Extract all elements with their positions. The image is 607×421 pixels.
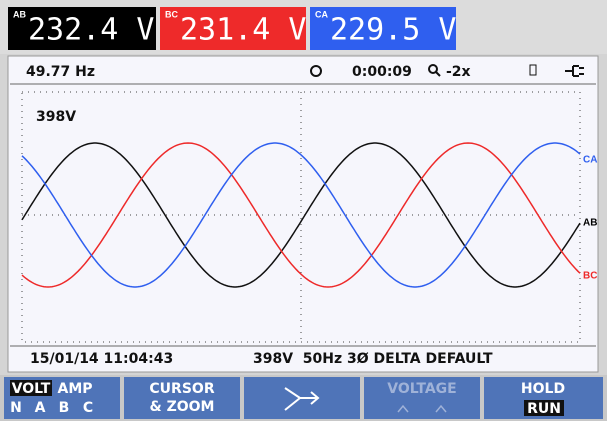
softkey-cursor[interactable]	[124, 377, 240, 419]
softkey-label: VOLT	[12, 381, 51, 397]
scale-label: 398V	[36, 109, 76, 125]
status-icon	[529, 64, 537, 76]
reading: 232.4 V	[28, 13, 154, 48]
softkey-label: AMP	[57, 381, 92, 397]
wave-label-ab: AB	[583, 218, 597, 229]
phase-key: N	[10, 400, 22, 416]
screen-panel	[7, 55, 599, 373]
date-time: 15/01/14 11:04:43	[30, 351, 173, 367]
phase-key: C	[83, 400, 93, 416]
reading: 229.5 V	[330, 13, 456, 48]
phase-label: BC	[165, 9, 178, 19]
softkey-voltage[interactable]	[364, 377, 480, 419]
softkey-label-disabled: VOLTAGE	[387, 381, 456, 397]
zoom-icon-handle	[435, 71, 441, 77]
reading-box-bc	[160, 7, 306, 50]
softkey-label: CURSOR	[149, 381, 214, 397]
softkey-label: & ZOOM	[150, 399, 215, 415]
zoom-icon	[428, 64, 438, 74]
reading-box-ab	[8, 7, 156, 50]
clock-icon	[310, 65, 322, 77]
phase-key: A	[35, 400, 46, 416]
vector-icon	[284, 387, 320, 411]
phase-label: CA	[315, 9, 328, 19]
volt-highlight	[10, 380, 52, 396]
setup-info: 398V 50Hz 3Ø DELTA DEFAULT	[253, 351, 493, 367]
phase-label: AB	[13, 9, 26, 19]
plug-icon	[565, 65, 584, 77]
run-highlight	[524, 400, 564, 416]
plot-border	[21, 91, 581, 343]
wave-label-bc: BC	[583, 271, 597, 282]
reading: 231.4 V	[180, 13, 306, 48]
voltage-icons	[397, 404, 447, 413]
wave-ab	[21, 142, 581, 288]
wave-label-ca: CA	[583, 155, 597, 166]
reading-box-ca	[310, 7, 456, 50]
zoom-level: -2x	[446, 64, 471, 80]
wave-bc	[21, 142, 581, 288]
phase-key: B	[59, 400, 70, 416]
frequency: 49.77 Hz	[26, 64, 95, 80]
elapsed-time: 0:00:09	[352, 64, 412, 80]
softkey-label: HOLD	[521, 381, 565, 397]
softkey-label: RUN	[527, 401, 561, 417]
wave-ca	[21, 142, 581, 288]
